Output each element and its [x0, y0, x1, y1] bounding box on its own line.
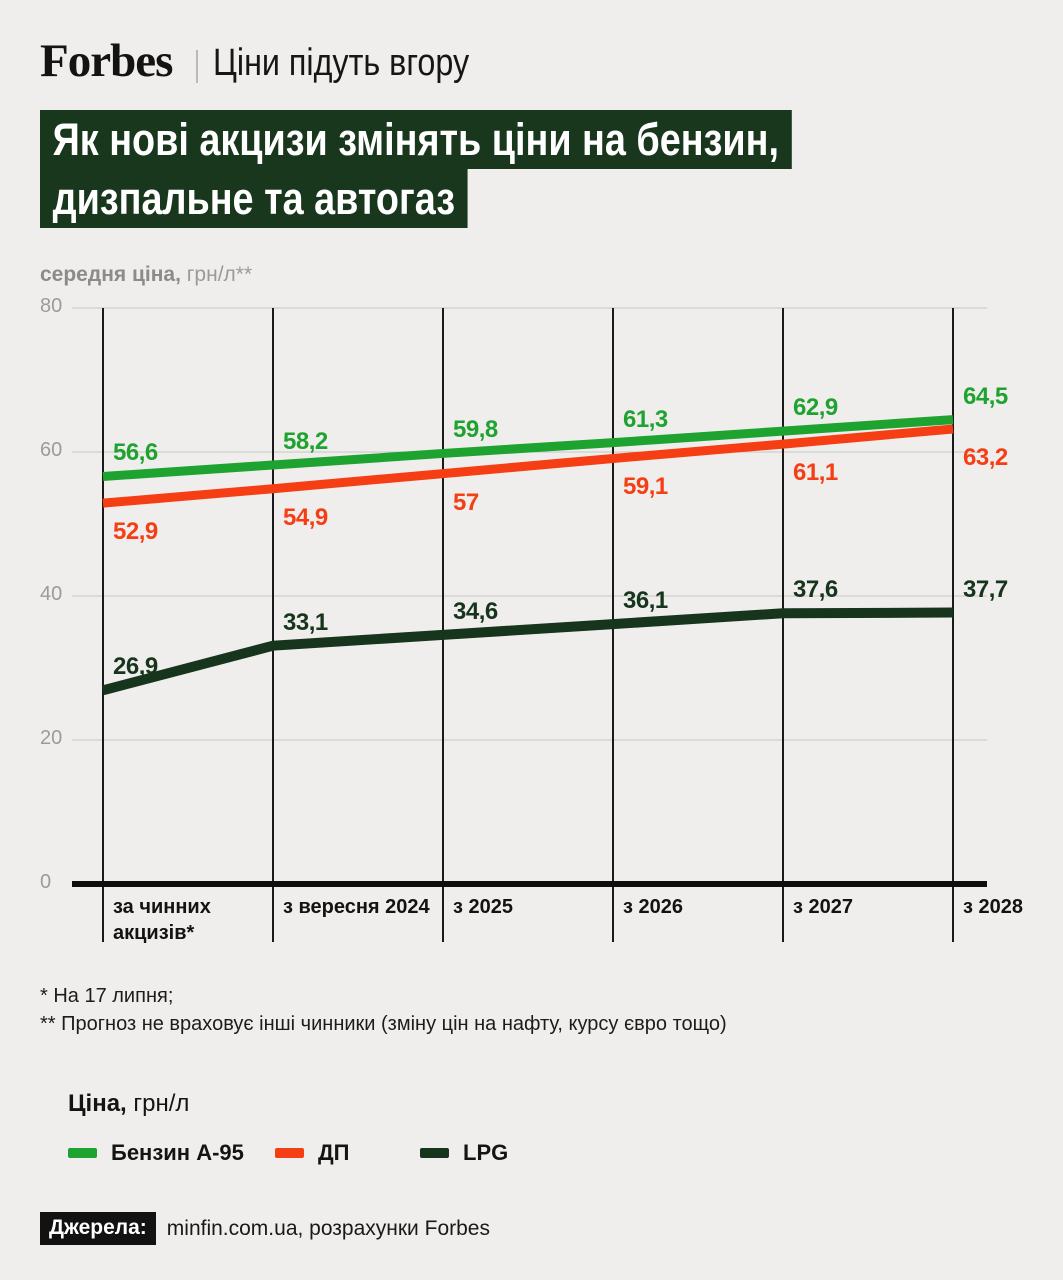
source-row: Джерела: minfin.com.ua, розрахунки Forbe… [40, 1212, 490, 1245]
chart-title-line1: Як нові акцизи змінять ціни на бензин, [40, 110, 792, 169]
legend: Бензин А-95 ДП LPG [0, 1136, 1063, 1170]
x-axis-label-5: з 2028 [963, 896, 1023, 918]
series-line-1 [102, 424, 954, 508]
legend-swatch-1 [275, 1148, 304, 1158]
y-tick-label-0: 0 [40, 871, 52, 893]
data-label-2-0: 26,9 [113, 653, 158, 681]
legend-label-2: LPG [463, 1140, 509, 1165]
y-tick-label-40: 40 [40, 583, 63, 605]
source-label: Джерела: [40, 1212, 156, 1245]
legend-item-1: ДП [275, 1136, 350, 1170]
data-label-0-1: 58,2 [283, 427, 328, 455]
forbes-logo: Forbes [40, 35, 173, 87]
footnotes: * На 17 липня; ** Прогноз не враховує ін… [40, 982, 727, 1038]
legend-swatch-2 [420, 1148, 449, 1158]
legend-title-bold: Ціна, [68, 1090, 127, 1117]
y-tick-label-80: 80 [40, 295, 63, 317]
data-label-0-2: 59,8 [453, 416, 498, 444]
data-label-0-4: 62,9 [793, 394, 838, 422]
legend-label-1: ДП [318, 1140, 350, 1165]
data-label-1-5: 63,2 [963, 443, 1008, 471]
y-axis-title: середня ціна, грн/л** [40, 263, 252, 287]
y-tick-label-20: 20 [40, 727, 63, 749]
data-label-2-4: 37,6 [793, 576, 838, 604]
data-label-1-0: 52,9 [113, 518, 158, 546]
data-label-1-3: 59,1 [623, 473, 668, 501]
legend-label-0: Бензин А-95 [111, 1140, 244, 1165]
data-label-1-1: 54,9 [283, 503, 328, 531]
data-label-2-1: 33,1 [283, 608, 328, 636]
legend-title: Ціна, грн/л [68, 1090, 189, 1118]
legend-item-0: Бензин А-95 [68, 1136, 244, 1170]
series-line-2 [101, 607, 954, 696]
data-label-2-2: 34,6 [453, 597, 498, 625]
data-label-2-5: 37,7 [963, 575, 1008, 603]
data-label-2-3: 36,1 [623, 587, 668, 615]
data-label-1-2: 57 [453, 488, 479, 516]
chart-title-line2: дизпальне та автогаз [40, 169, 468, 228]
source-text: minfin.com.ua, розрахунки Forbes [166, 1216, 490, 1240]
y-tick-label-60: 60 [40, 439, 63, 461]
data-label-0-0: 56,6 [113, 439, 158, 467]
x-axis-label-2: з 2025 [453, 896, 513, 918]
header-separator [196, 50, 198, 83]
x-axis-label-3: з 2026 [623, 896, 683, 918]
x-axis-label-4: з 2027 [793, 896, 853, 918]
data-label-0-3: 61,3 [623, 405, 668, 433]
y-axis-title-unit: грн/л** [180, 263, 253, 286]
chart-title: Як нові акцизи змінять ціни на бензин, д… [40, 110, 792, 228]
footnote-2: ** Прогноз не враховує інші чинники (змі… [40, 1013, 727, 1035]
legend-swatch-0 [68, 1148, 97, 1158]
footnote-1: * На 17 липня; [40, 985, 174, 1007]
series-line-0 [102, 415, 954, 481]
legend-item-2: LPG [420, 1136, 508, 1170]
x-axis-label-0: за чинних акцизів* [113, 896, 211, 944]
x-axis-label-1: з вересня 2024 [283, 896, 430, 918]
data-label-0-5: 64,5 [963, 382, 1008, 410]
y-axis-title-bold: середня ціна, [40, 263, 181, 286]
data-label-1-4: 61,1 [793, 459, 838, 487]
header-tagline: Ціни підуть вгору [213, 42, 470, 84]
legend-title-unit: грн/л [126, 1090, 190, 1117]
